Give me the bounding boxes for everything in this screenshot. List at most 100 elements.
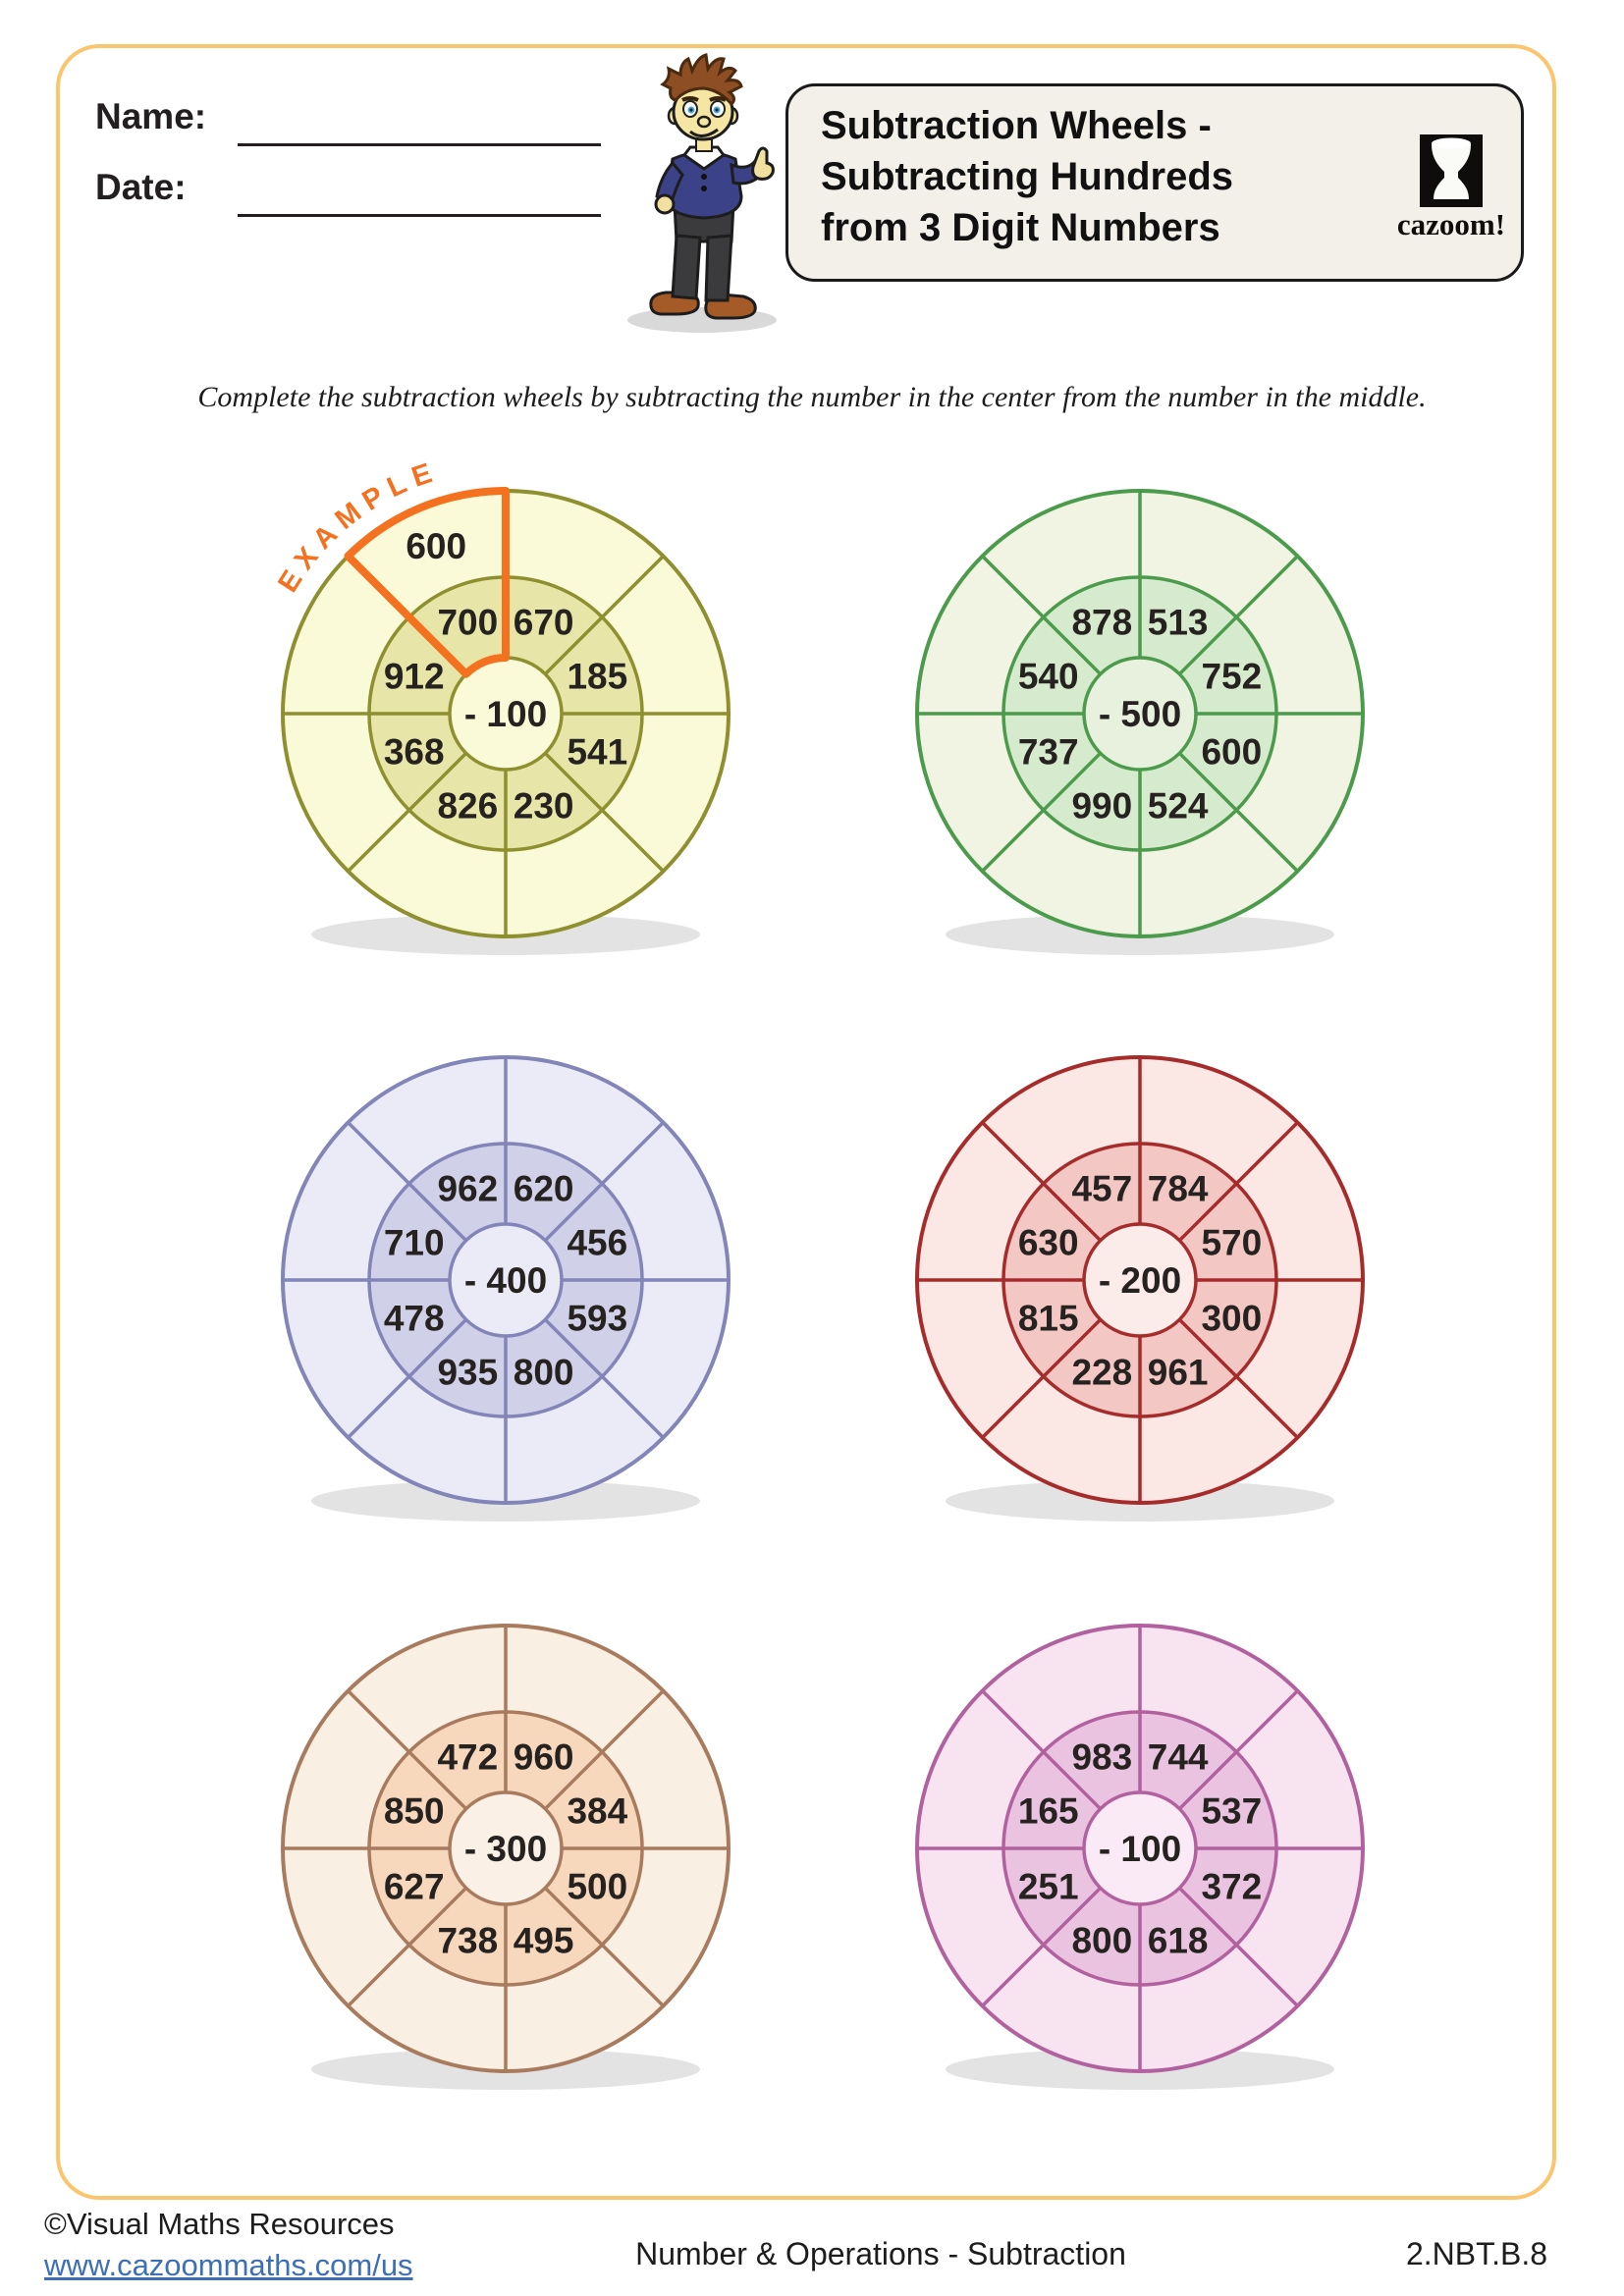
subtraction-wheel-3: 962 620 456 593 800 935 478 710 - 400	[281, 1055, 731, 1522]
boy-collar	[681, 145, 727, 171]
inner-number: 710	[384, 1222, 445, 1262]
boy-character-illustration	[627, 53, 777, 333]
center-circle	[1082, 1222, 1198, 1338]
inner-number: 541	[567, 732, 627, 773]
sector-divider	[347, 1887, 467, 2007]
boy-hair	[660, 53, 743, 107]
inner-number: 165	[1018, 1790, 1079, 1831]
subtraction-wheel-5: 472 960 384 500 495 738 627 850 - 300	[281, 1624, 731, 2090]
sector-divider	[981, 752, 1102, 873]
inner-number: 983	[1071, 1737, 1132, 1778]
inner-number: 372	[1201, 1867, 1262, 1907]
center-operation: - 400	[464, 1260, 547, 1301]
inner-number: 300	[1201, 1299, 1262, 1339]
inner-number: 228	[1071, 1352, 1132, 1392]
footer-topic: Number & Operations - Subtraction	[635, 2236, 1126, 2271]
inner-number: 472	[437, 1737, 498, 1778]
inner-number: 700	[437, 603, 498, 643]
sector-divider	[981, 1689, 1102, 1810]
inner-number: 912	[384, 656, 445, 696]
inner-number: 990	[1071, 785, 1132, 826]
inner-number: 627	[384, 1867, 445, 1907]
sector-divider	[1178, 1887, 1299, 2007]
date-input-line[interactable]	[238, 214, 601, 217]
cazoom-logo: cazoom!	[1397, 134, 1505, 241]
sector-divider	[544, 555, 665, 675]
center-operation: - 100	[464, 694, 547, 734]
subtraction-wheel-6: 983 744 537 372 618 800 251 165 - 100	[915, 1624, 1365, 2090]
title-box: Subtraction Wheels - Subtracting Hundred…	[785, 83, 1524, 282]
inner-number: 251	[1018, 1867, 1079, 1907]
inner-number: 230	[514, 785, 574, 826]
inner-number: 850	[384, 1790, 445, 1831]
inner-number: 784	[1148, 1169, 1209, 1209]
sector-divider	[347, 1318, 467, 1439]
inner-number: 570	[1201, 1222, 1262, 1262]
sector-divider	[1178, 555, 1299, 675]
inner-number: 600	[1201, 732, 1262, 773]
inner-number: 384	[567, 1790, 627, 1831]
inner-number: 368	[384, 732, 445, 773]
inner-number: 815	[1018, 1299, 1079, 1339]
sector-divider	[544, 1689, 665, 1810]
sector-divider	[544, 752, 665, 873]
inner-number: 800	[1071, 1920, 1132, 1960]
sector-divider	[981, 1887, 1102, 2007]
outer-answer: 600	[406, 526, 466, 566]
center-operation: - 300	[464, 1829, 547, 1869]
worksheet-title-line-1: Subtraction Wheels -	[821, 104, 1212, 147]
footer-website-link[interactable]: www.cazoommaths.com/us	[44, 2248, 413, 2282]
sector-divider	[544, 1887, 665, 2007]
inner-number: 962	[437, 1169, 498, 1209]
center-operation: - 200	[1099, 1260, 1181, 1301]
page-border-frame	[56, 44, 1556, 2200]
inner-number: 670	[514, 603, 574, 643]
sector-divider	[347, 752, 467, 873]
inner-number: 524	[1148, 785, 1209, 826]
inner-number: 800	[514, 1352, 574, 1392]
sector-divider	[544, 1121, 665, 1242]
instruction-text: Complete the subtraction wheels by subtr…	[197, 381, 1427, 413]
center-circle	[1082, 1790, 1198, 1906]
inner-number: 457	[1071, 1169, 1132, 1209]
worksheet-title-line-2: Subtracting Hundreds	[821, 155, 1234, 198]
center-circle	[1082, 656, 1198, 772]
date-label: Date:	[95, 167, 187, 207]
center-operation: - 500	[1099, 694, 1181, 734]
inner-number: 185	[567, 656, 627, 696]
inner-number: 495	[514, 1920, 574, 1960]
sector-divider	[1178, 1318, 1299, 1439]
inner-number: 826	[437, 785, 498, 826]
subtraction-wheel-4: 457 784 570 300 961 228 815 630 - 200	[915, 1055, 1365, 1522]
drum-icon	[1432, 144, 1471, 199]
inner-number: 537	[1201, 1790, 1262, 1831]
logo-wordmark: cazoom!	[1397, 207, 1505, 241]
inner-number: 630	[1018, 1222, 1079, 1262]
center-circle	[448, 1790, 564, 1906]
inner-number: 513	[1148, 603, 1209, 643]
worksheet-title-line-3: from 3 Digit Numbers	[821, 206, 1220, 249]
center-operation: - 100	[1099, 1829, 1181, 1869]
inner-number: 752	[1201, 656, 1262, 696]
inner-number: 593	[567, 1299, 627, 1339]
sector-divider	[1178, 1121, 1299, 1242]
name-input-line[interactable]	[238, 143, 601, 146]
center-circle	[448, 1222, 564, 1338]
sector-divider	[544, 1318, 665, 1439]
sector-divider	[981, 1121, 1102, 1242]
inner-number: 935	[437, 1352, 498, 1392]
sector-divider	[347, 1121, 467, 1242]
footer-copyright: ©Visual Maths Resources	[44, 2207, 395, 2241]
sector-divider	[981, 555, 1102, 675]
inner-number: 540	[1018, 656, 1079, 696]
inner-number: 618	[1148, 1920, 1209, 1960]
sector-divider	[347, 1689, 467, 1810]
sector-divider	[1178, 752, 1299, 873]
subtraction-wheel-2: 878 513 752 600 524 990 737 540 - 500	[915, 489, 1365, 955]
sector-divider	[981, 1318, 1102, 1439]
sector-divider	[1178, 1689, 1299, 1810]
inner-number: 620	[514, 1169, 574, 1209]
footer-standard-code: 2.NBT.B.8	[1405, 2236, 1547, 2271]
